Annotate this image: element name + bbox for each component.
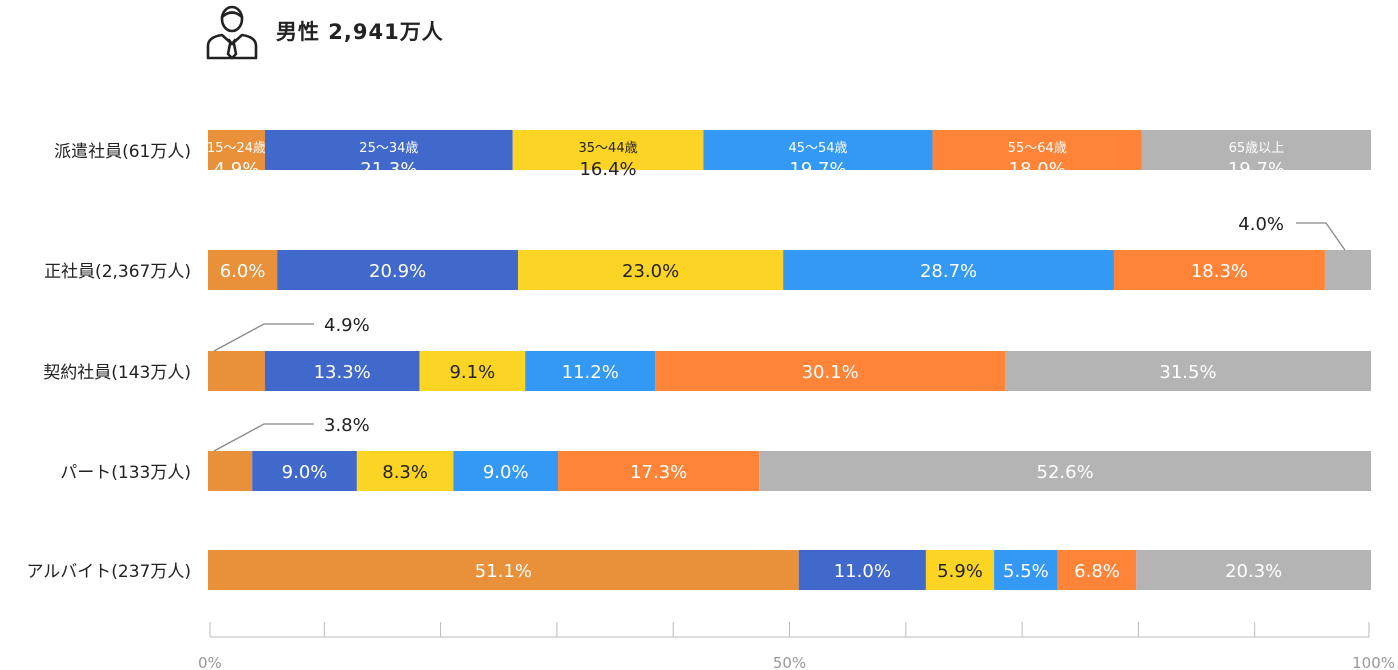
bar-segment	[703, 130, 933, 170]
data-label: 20.9%	[369, 261, 426, 282]
bar-segment	[759, 451, 1371, 491]
bar-segment	[356, 451, 454, 491]
legend-label: 35〜44歳	[579, 141, 638, 156]
bar-segment	[208, 250, 278, 290]
category-label: 派遣社員(61万人)	[54, 142, 191, 162]
bar-segment	[419, 351, 526, 391]
data-label: 11.2%	[562, 362, 619, 383]
legend-label: 45〜54歳	[788, 141, 847, 156]
bar-segment	[1005, 351, 1371, 391]
businessman-icon	[206, 5, 258, 60]
legend-label: 25〜34歳	[359, 141, 418, 156]
data-label: 52.6%	[1037, 462, 1094, 483]
data-label: 3.8%	[324, 415, 370, 436]
category-label: アルバイト(237万人)	[26, 562, 191, 582]
data-label: 13.3%	[314, 362, 371, 383]
bar-segment	[208, 130, 265, 170]
data-label: 18.3%	[1191, 261, 1248, 282]
x-tick-label: 50%	[773, 654, 806, 670]
data-label: 4.0%	[1238, 214, 1284, 235]
category-label: パート(133万人)	[60, 463, 191, 483]
category-label: 契約社員(143万人)	[43, 363, 191, 383]
data-label: 9.0%	[483, 462, 529, 483]
data-label: 5.9%	[937, 561, 983, 582]
x-tick-label: 0%	[198, 654, 222, 670]
legend-label: 55〜64歳	[1008, 141, 1067, 156]
data-label: 9.0%	[282, 462, 328, 483]
bar-segment	[1136, 550, 1371, 590]
data-label: 11.0%	[834, 561, 891, 582]
bar-segment	[208, 550, 799, 590]
legend-label: 15〜24歳	[207, 141, 266, 156]
data-label: 5.5%	[1003, 561, 1049, 582]
data-label: 31.5%	[1159, 362, 1216, 383]
chart-title: 男性 2,941万人	[276, 20, 444, 44]
bar-segment	[518, 250, 784, 290]
bar-segment	[264, 130, 513, 170]
data-label: 21.3%	[360, 159, 417, 180]
bar-segment	[453, 451, 559, 491]
chart-header: 男性 2,941万人	[204, 2, 604, 62]
data-label: 9.1%	[449, 362, 495, 383]
data-label: 19.7%	[789, 159, 846, 180]
bar-segment	[1057, 550, 1137, 590]
data-label: 18.0%	[1009, 159, 1066, 180]
legend-label: 65歳以上	[1229, 141, 1285, 156]
data-label: 30.1%	[802, 362, 859, 383]
bar-segment	[264, 351, 420, 391]
data-label: 4.9%	[324, 315, 370, 336]
bar-segment	[1141, 130, 1371, 170]
bar-segment	[252, 451, 357, 491]
bar-segment	[932, 130, 1142, 170]
bar-segment	[783, 250, 1114, 290]
data-label: 28.7%	[920, 261, 977, 282]
bar-segment	[558, 451, 760, 491]
bar-segment	[655, 351, 1006, 391]
data-label: 20.3%	[1225, 561, 1282, 582]
data-label: 16.4%	[579, 159, 636, 180]
data-label: 6.0%	[220, 261, 266, 282]
leader-line	[213, 323, 314, 352]
data-label: 4.9%	[214, 159, 260, 180]
leader-line	[213, 423, 314, 452]
data-label: 6.8%	[1074, 561, 1120, 582]
bar-segment	[525, 351, 656, 391]
bar-segment	[925, 550, 995, 590]
data-label: 19.7%	[1228, 159, 1285, 180]
bar-segment	[1113, 250, 1325, 290]
data-label: 17.3%	[630, 462, 687, 483]
bar-segment	[1324, 250, 1371, 290]
bar-segment	[208, 351, 265, 391]
bar-segment	[208, 451, 253, 491]
data-label: 51.1%	[475, 561, 532, 582]
category-label: 正社員(2,367万人)	[44, 262, 191, 282]
x-tick-label: 100%	[1352, 654, 1395, 670]
bar-segment	[798, 550, 926, 590]
bar-segment	[277, 250, 519, 290]
bar-segment	[512, 130, 704, 170]
bar-segment	[994, 550, 1058, 590]
data-label: 23.0%	[622, 261, 679, 282]
leader-line	[1296, 222, 1346, 251]
data-label: 8.3%	[382, 462, 428, 483]
